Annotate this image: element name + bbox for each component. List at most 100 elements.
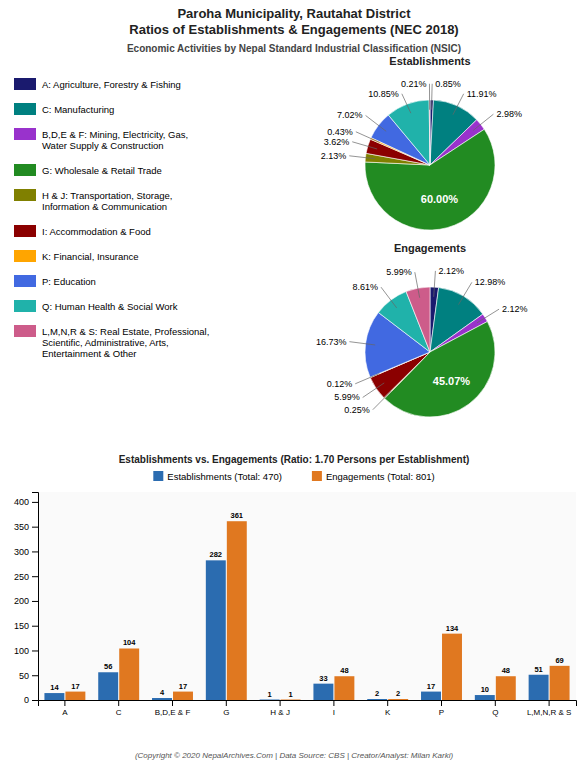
tick-label: 300 [14, 547, 29, 557]
data-label: 4 [160, 688, 165, 697]
data-label: 45.07% [433, 375, 471, 387]
tick: 150 [14, 621, 38, 631]
data-label: 12.98% [475, 277, 506, 287]
bar [442, 634, 462, 700]
tick-label: 350 [14, 522, 29, 532]
bar [334, 676, 354, 700]
bar [65, 692, 85, 700]
tick-label: G [223, 708, 229, 717]
data-label: 51 [534, 665, 542, 674]
legend-swatch [14, 164, 36, 176]
leader-line [355, 374, 379, 384]
data-label: 10.85% [368, 89, 399, 99]
data-label: 48 [340, 666, 348, 675]
data-label: 0.85% [435, 79, 461, 89]
leader-line [363, 383, 385, 398]
bar [367, 699, 387, 700]
tick: 400 [14, 497, 38, 507]
chart: Paroha Municipality, Rautahat DistrictRa… [0, 0, 588, 768]
bar [98, 672, 118, 700]
bar [475, 695, 495, 700]
tick: P [439, 700, 444, 717]
bar [227, 521, 247, 700]
legend-swatch [14, 275, 36, 287]
legend-entry: Q: Human Health & Social Work [42, 301, 178, 312]
legend: Establishments (Total: 470)Engagements (… [153, 471, 434, 482]
data-label: 14 [50, 683, 59, 692]
legend-swatch [14, 103, 36, 115]
legend-swatch [14, 325, 36, 337]
tick: C [116, 700, 122, 717]
tick-mark [387, 700, 388, 706]
data-label: 69 [555, 656, 563, 665]
tick-mark [441, 700, 442, 706]
legend-entry: Establishments (Total: 470) [167, 471, 282, 482]
tick-label: 100 [14, 646, 29, 656]
data-label: 11.91% [467, 89, 497, 99]
bar [313, 684, 333, 700]
data-label: 1 [289, 690, 293, 699]
bar [529, 675, 549, 700]
data-label: 0.25% [344, 405, 370, 415]
tick-mark [64, 700, 65, 706]
legend-entry: K: Financial, Insurance [42, 251, 139, 262]
tick: B,D,E & F [155, 700, 191, 717]
tick-mark [32, 675, 38, 676]
tick: 250 [14, 572, 38, 582]
leader-line [429, 84, 430, 110]
tick-label: H & J [270, 708, 290, 717]
leader-line [473, 114, 493, 130]
subtitle: Economic Activities by Nepal Standard In… [127, 43, 461, 54]
leader-line [415, 272, 420, 298]
tick: 50 [19, 671, 38, 681]
data-label: 2.12% [438, 266, 464, 276]
data-label: 56 [104, 662, 112, 671]
tick: K [385, 700, 391, 717]
tick-mark [32, 626, 38, 627]
tick-label: I [333, 708, 335, 717]
pie-title: Establishments [389, 55, 470, 67]
leader-line [453, 94, 464, 115]
legend-swatch [14, 128, 36, 140]
title: Paroha Municipality, Rautahat District [177, 6, 411, 21]
bar [206, 560, 226, 700]
legend-swatch [14, 250, 36, 262]
leader-line [477, 309, 499, 323]
tick-label: 150 [14, 621, 29, 631]
leader-line [458, 282, 471, 304]
tick-label: B,D,E & F [155, 708, 191, 717]
tick-mark [495, 700, 496, 706]
tick-label: 250 [14, 572, 29, 582]
plot-background [38, 492, 576, 700]
data-label: 2 [375, 689, 379, 698]
leader-line [356, 132, 380, 143]
data-label: 1 [268, 690, 272, 699]
leader-line [434, 271, 436, 297]
data-label: 2.13% [321, 151, 347, 161]
tick-label: L,M,N,R & S [527, 708, 571, 717]
data-label: 17 [71, 682, 79, 691]
tick: 0 [24, 695, 38, 705]
leader-line [402, 94, 411, 113]
tick: 350 [14, 522, 38, 532]
tick: 100 [14, 646, 38, 656]
legend-item: Establishments (Total: 470) [153, 471, 282, 482]
bar [550, 666, 570, 700]
bar [44, 693, 64, 700]
tick-label: A [62, 708, 68, 717]
leader-line [373, 391, 391, 409]
leader-line [349, 156, 375, 159]
tick-mark [32, 601, 38, 602]
axis-line [32, 493, 39, 701]
pie: 60.00%0.85%11.91%2.98%2.13%3.62%0.43%7.0… [321, 79, 522, 230]
legend-swatch [14, 189, 36, 201]
data-label: 17 [427, 682, 435, 691]
tick: 300 [14, 547, 38, 557]
bar [260, 699, 280, 700]
tick-label: 50 [19, 671, 29, 681]
pie: 45.07%2.12%12.98%2.12%0.25%5.99%0.12%16.… [316, 266, 528, 417]
y-axis: 050100150200250300350400 [14, 493, 39, 706]
tick: G [223, 700, 229, 717]
legend-entry: L,M,N,R & S: Real Estate, Professional,S… [42, 326, 209, 359]
data-label: 0.21% [401, 79, 427, 89]
